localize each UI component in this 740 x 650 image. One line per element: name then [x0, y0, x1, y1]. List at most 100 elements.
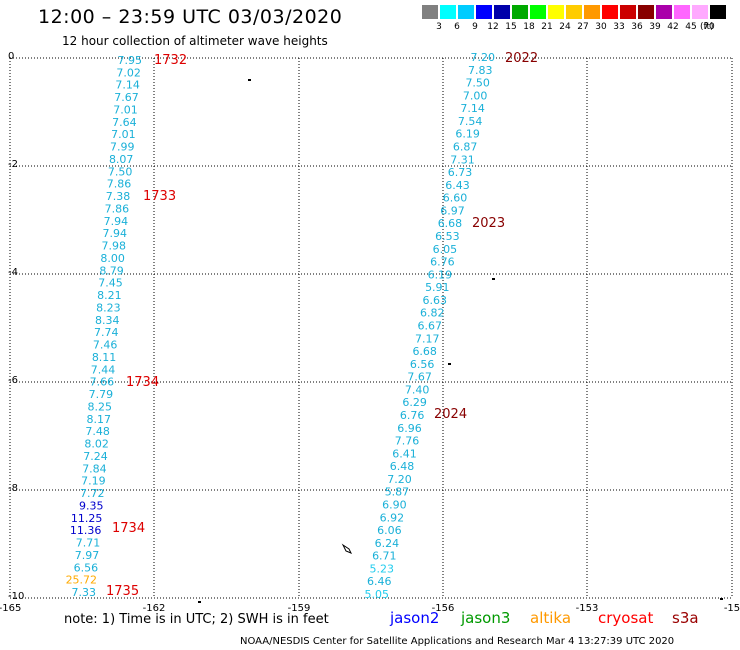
east-track-value: 6.53 — [435, 230, 460, 243]
west-track-value: 8.34 — [95, 314, 120, 327]
island-mark — [492, 278, 495, 280]
note-text: note: 1) Time is in UTC; 2) SWH is in fe… — [64, 612, 329, 627]
legend-label: 42 — [667, 22, 679, 32]
island-mark — [341, 543, 353, 554]
west-track-value: 7.72 — [80, 487, 105, 500]
legend-label: 15 — [505, 22, 517, 32]
east-track-value: 7.20 — [471, 51, 496, 64]
footer-credit: NOAA/NESDIS Center for Satellite Applica… — [240, 636, 675, 647]
x-tick-label: -159 — [288, 603, 311, 614]
west-track-value: 7.84 — [82, 462, 107, 475]
east-track-value: 6.97 — [440, 204, 465, 217]
west-track-value: 7.71 — [76, 537, 101, 550]
east-track-value: 7.40 — [405, 383, 430, 396]
pass-time-label: 2022 — [505, 51, 538, 66]
east-track-value: 7.14 — [460, 102, 485, 115]
west-track-value: 7.74 — [94, 326, 119, 339]
west-track-value: 7.33 — [72, 586, 97, 599]
x-tick-label: -156 — [432, 603, 455, 614]
legend-swatch — [494, 5, 510, 19]
east-track-value: 6.76 — [400, 409, 425, 422]
west-track-value: 7.48 — [85, 425, 110, 438]
east-track-value: 5.23 — [370, 562, 395, 575]
legend-label: 9 — [472, 22, 478, 32]
east-track-value: 7.31 — [450, 153, 475, 166]
east-track-value: 6.24 — [375, 537, 400, 550]
west-track-value: 7.02 — [116, 66, 141, 79]
west-track-value: 7.01 — [113, 103, 138, 116]
legend-unit: (ft) — [700, 22, 714, 32]
east-track-value: 6.90 — [382, 499, 407, 512]
east-track-value: 6.96 — [397, 422, 422, 435]
wave-height-tracks: 7.957.027.147.677.017.647.017.998.077.50… — [66, 51, 539, 601]
east-track-value: 6.92 — [380, 511, 405, 524]
y-tick-label: -4 — [8, 267, 18, 278]
y-tick-label: -10 — [8, 591, 24, 602]
legend-swatch — [566, 5, 582, 19]
east-track-value: 6.67 — [418, 320, 443, 333]
west-track-value: 7.86 — [105, 202, 130, 215]
satellite-cryosat: cryosat — [598, 609, 654, 627]
legend-swatch — [620, 5, 636, 19]
legend-label: 39 — [649, 22, 661, 32]
legend-swatch — [674, 5, 690, 19]
island-mark — [198, 601, 201, 603]
west-track-value: 7.45 — [98, 277, 123, 290]
legend-label: 6 — [454, 22, 460, 32]
map-title: 12:00 – 23:59 UTC 03/03/2020 — [38, 6, 343, 28]
island-mark — [448, 363, 451, 365]
legend-swatch — [512, 5, 528, 19]
east-track-value: 6.76 — [430, 256, 455, 269]
west-track-value: 8.21 — [97, 289, 122, 302]
west-track-value: 8.00 — [100, 252, 125, 265]
pass-time-label: 2023 — [472, 216, 505, 231]
east-track-value: 6.43 — [445, 179, 470, 192]
west-track-value: 7.19 — [81, 475, 106, 488]
grid-lines — [9, 57, 733, 599]
east-track-value: 6.48 — [390, 460, 415, 473]
west-track-value: 8.25 — [88, 400, 113, 413]
west-track-value: 8.07 — [109, 153, 134, 166]
legend-swatch — [476, 5, 492, 19]
east-track-value: 7.17 — [415, 332, 440, 345]
east-track-value: 6.29 — [402, 396, 427, 409]
x-tick-label: -162 — [143, 603, 166, 614]
west-track-value: 7.86 — [107, 178, 132, 191]
legend-label: 36 — [631, 22, 643, 32]
east-track-value: 6.60 — [443, 192, 468, 205]
west-track-value: 8.11 — [92, 351, 117, 364]
east-track-value: 6.56 — [410, 358, 435, 371]
legend-label: 70 — [703, 22, 715, 32]
legend-label: 12 — [487, 22, 499, 32]
legend-swatch — [710, 5, 726, 19]
east-track-value: 6.82 — [420, 307, 445, 320]
west-track-value: 25.72 — [66, 574, 98, 587]
land-marks — [198, 79, 723, 603]
east-track-value: 6.19 — [455, 128, 480, 141]
satellite-jason2: jason2 — [390, 609, 440, 627]
east-track-value: 7.00 — [463, 89, 488, 102]
east-track-value: 6.06 — [377, 524, 402, 537]
legend-swatch — [422, 5, 438, 19]
y-tick-label: -2 — [8, 159, 18, 170]
island-mark — [248, 79, 251, 81]
west-track-value: 7.38 — [106, 190, 131, 203]
west-track-value: 8.23 — [96, 301, 121, 314]
y-tick-label: -8 — [8, 483, 18, 494]
pass-time-label: 1732 — [154, 53, 187, 68]
legend-swatch — [440, 5, 456, 19]
legend-label: 24 — [559, 22, 571, 32]
west-track-value: 7.98 — [101, 240, 126, 253]
west-track-value: 7.01 — [111, 128, 136, 141]
east-track-value: 7.76 — [395, 435, 420, 448]
west-track-value: 7.94 — [103, 227, 128, 240]
legend-label: 27 — [577, 22, 589, 32]
west-track-value: 11.36 — [70, 524, 102, 537]
legend-swatch — [530, 5, 546, 19]
east-track-value: 7.83 — [468, 64, 493, 77]
pass-time-label: 1734 — [112, 521, 145, 536]
west-track-value: 6.56 — [74, 561, 99, 574]
east-track-value: 6.68 — [438, 217, 463, 230]
west-track-value: 7.95 — [118, 54, 143, 67]
